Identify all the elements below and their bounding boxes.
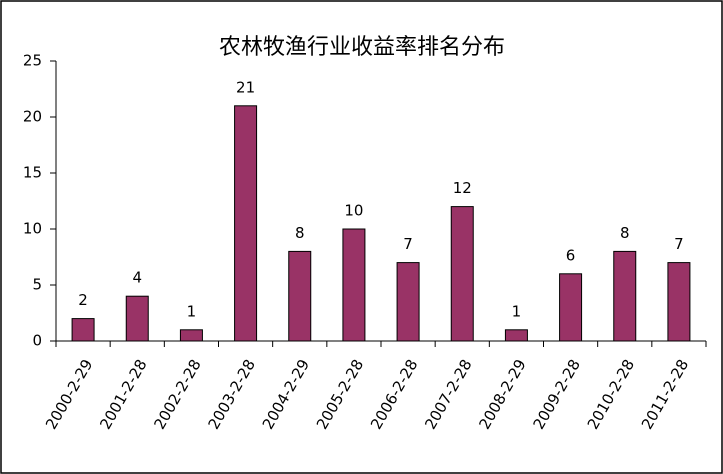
data-label: 7 [674, 235, 684, 253]
bar [613, 250, 637, 342]
bar [504, 329, 528, 342]
data-label: 7 [403, 235, 413, 253]
bar [396, 262, 420, 342]
y-tick-label: 5 [32, 276, 42, 294]
data-label: 8 [295, 224, 305, 242]
bar [288, 250, 312, 342]
data-label: 12 [453, 179, 472, 197]
bar [125, 295, 149, 342]
y-tick-label: 0 [32, 332, 42, 350]
data-label: 1 [512, 302, 522, 320]
data-label: 21 [236, 78, 255, 96]
data-label: 10 [344, 202, 363, 220]
data-label: 8 [620, 224, 630, 242]
bar [667, 262, 691, 342]
y-tick-label: 25 [23, 52, 42, 70]
chart-title: 农林牧渔行业收益率排名分布 [219, 35, 505, 60]
bar [179, 329, 203, 342]
y-tick-label: 10 [23, 220, 42, 238]
bar [559, 273, 583, 342]
data-label: 1 [187, 302, 197, 320]
data-label: 4 [132, 269, 142, 287]
bar [234, 105, 258, 342]
data-label: 2 [78, 291, 88, 309]
data-label: 6 [566, 246, 576, 264]
y-tick-label: 15 [23, 164, 42, 182]
y-tick-label: 20 [23, 108, 42, 126]
bar [342, 228, 366, 342]
bar [450, 206, 474, 342]
bar [71, 318, 95, 342]
